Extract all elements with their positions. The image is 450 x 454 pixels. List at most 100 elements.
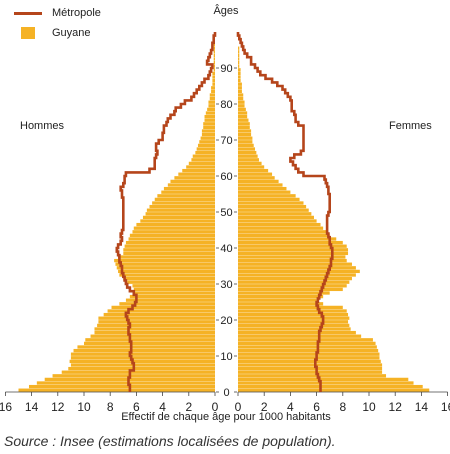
bar-hommes-age-23 <box>111 305 215 310</box>
bar-femmes-age-61 <box>238 168 269 173</box>
bar-hommes-age-57 <box>167 183 215 187</box>
bar-hommes-age-45 <box>133 226 215 230</box>
bar-femmes-age-65 <box>238 154 258 158</box>
bar-hommes-age-68 <box>197 143 215 148</box>
legend-label-guyane: Guyane <box>52 27 91 39</box>
bar-hommes-age-54 <box>157 194 215 198</box>
age-tick-label: 0 <box>223 387 229 399</box>
bar-femmes-age-43 <box>238 233 330 238</box>
bar-femmes-age-14 <box>238 338 373 342</box>
bar-hommes-age-62 <box>186 165 215 169</box>
bar-femmes-age-1 <box>238 384 423 389</box>
bar-hommes-age-44 <box>132 230 215 234</box>
bar-hommes-age-78 <box>207 107 215 112</box>
bar-femmes-age-40 <box>238 244 347 248</box>
bar-hommes-age-19 <box>98 320 215 324</box>
bar-hommes-age-32 <box>119 273 215 277</box>
ages-axis-title: Âges <box>213 4 239 17</box>
bar-femmes-age-33 <box>238 269 360 274</box>
bar-hommes-age-61 <box>182 168 215 173</box>
x-tick-left-label: 2 <box>185 400 192 414</box>
bar-hommes-age-17 <box>94 327 215 331</box>
bar-femmes-age-49 <box>238 212 312 216</box>
bar-femmes-age-66 <box>238 150 257 155</box>
bar-hommes-age-76 <box>204 114 215 119</box>
bar-femmes-age-50 <box>238 208 309 212</box>
bar-hommes-age-28 <box>133 287 215 292</box>
bar-hommes-age-64 <box>191 158 215 162</box>
bar-femmes-age-31 <box>238 276 352 281</box>
bar-hommes-age-6 <box>68 366 215 371</box>
bar-femmes-age-18 <box>238 323 350 328</box>
bar-hommes-age-75 <box>204 118 215 122</box>
bar-hommes-age-37 <box>118 255 215 259</box>
bar-femmes-age-71 <box>238 132 252 137</box>
bar-femmes-age-77 <box>238 111 248 115</box>
metropole-femmes-line <box>236 32 334 392</box>
bar-hommes-age-14 <box>85 338 215 342</box>
bar-hommes-age-51 <box>149 204 215 209</box>
bar-hommes-age-48 <box>142 215 215 220</box>
bar-hommes-age-67 <box>196 147 215 151</box>
bar-hommes-age-43 <box>129 233 215 238</box>
bar-hommes-age-25 <box>125 298 215 302</box>
bar-hommes-age-20 <box>98 316 215 320</box>
bar-hommes-age-22 <box>107 309 215 313</box>
x-tick-right-label: 8 <box>339 400 346 414</box>
x-tick-left-label: 0 <box>212 400 219 414</box>
bar-hommes-age-16 <box>94 330 215 335</box>
bar-hommes-age-36 <box>114 258 215 263</box>
bar-hommes-age-27 <box>133 291 215 295</box>
bar-femmes-age-38 <box>238 251 349 256</box>
age-tick-label: 10 <box>220 351 232 363</box>
bar-femmes-age-91 <box>238 60 240 65</box>
bar-hommes-age-81 <box>209 96 215 101</box>
bar-hommes-age-60 <box>178 172 215 176</box>
bar-hommes-age-84 <box>211 86 215 90</box>
bar-hommes-age-31 <box>123 276 215 281</box>
bar-femmes-age-56 <box>238 186 287 191</box>
bar-femmes-age-41 <box>238 240 343 245</box>
bar-hommes-age-5 <box>61 370 216 374</box>
metropole-swatch <box>14 11 42 15</box>
bar-hommes-age-35 <box>115 262 215 266</box>
bar-hommes-age-46 <box>136 222 215 227</box>
bar-femmes-age-70 <box>238 136 253 140</box>
bar-hommes-age-40 <box>124 244 215 248</box>
bar-femmes-age-52 <box>238 201 304 205</box>
x-tick-left-label: 10 <box>77 400 91 414</box>
bar-femmes-age-82 <box>238 93 244 97</box>
bar-hommes-age-42 <box>128 237 215 241</box>
bar-hommes-age-70 <box>200 136 215 140</box>
bar-hommes-age-69 <box>199 140 215 144</box>
x-tick-right-label: 0 <box>235 400 242 414</box>
bar-femmes-age-16 <box>238 330 356 335</box>
bar-femmes-age-36 <box>238 258 347 263</box>
bar-femmes-age-48 <box>238 215 314 220</box>
bar-femmes-age-11 <box>238 348 379 353</box>
age-tick-label: 20 <box>220 315 232 327</box>
age-tick-label: 70 <box>220 135 232 147</box>
bar-hommes-age-10 <box>70 352 216 356</box>
bar-femmes-age-51 <box>238 204 307 209</box>
bar-femmes-age-25 <box>238 298 317 302</box>
bar-hommes-age-3 <box>44 377 216 382</box>
bar-hommes-age-33 <box>118 269 215 274</box>
bar-hommes-age-7 <box>70 363 216 367</box>
bar-hommes-age-15 <box>90 334 215 338</box>
bar-femmes-age-9 <box>238 356 380 360</box>
bar-hommes-age-96 <box>213 42 215 47</box>
source-note: Source : Insee (estimations localisées d… <box>4 433 336 449</box>
bar-femmes-age-75 <box>238 118 249 122</box>
bar-hommes-age-8 <box>69 359 215 364</box>
bar-femmes-age-68 <box>238 143 254 148</box>
x-tick-left-label: 16 <box>0 400 12 414</box>
bar-femmes-age-83 <box>238 89 242 94</box>
bar-femmes-age-55 <box>238 190 291 194</box>
femmes-label: Femmes <box>389 120 432 132</box>
bar-femmes-age-64 <box>238 158 259 162</box>
bar-femmes-age-12 <box>238 345 377 349</box>
bar-femmes-age-80 <box>238 100 245 104</box>
bar-hommes-age-12 <box>77 345 215 349</box>
